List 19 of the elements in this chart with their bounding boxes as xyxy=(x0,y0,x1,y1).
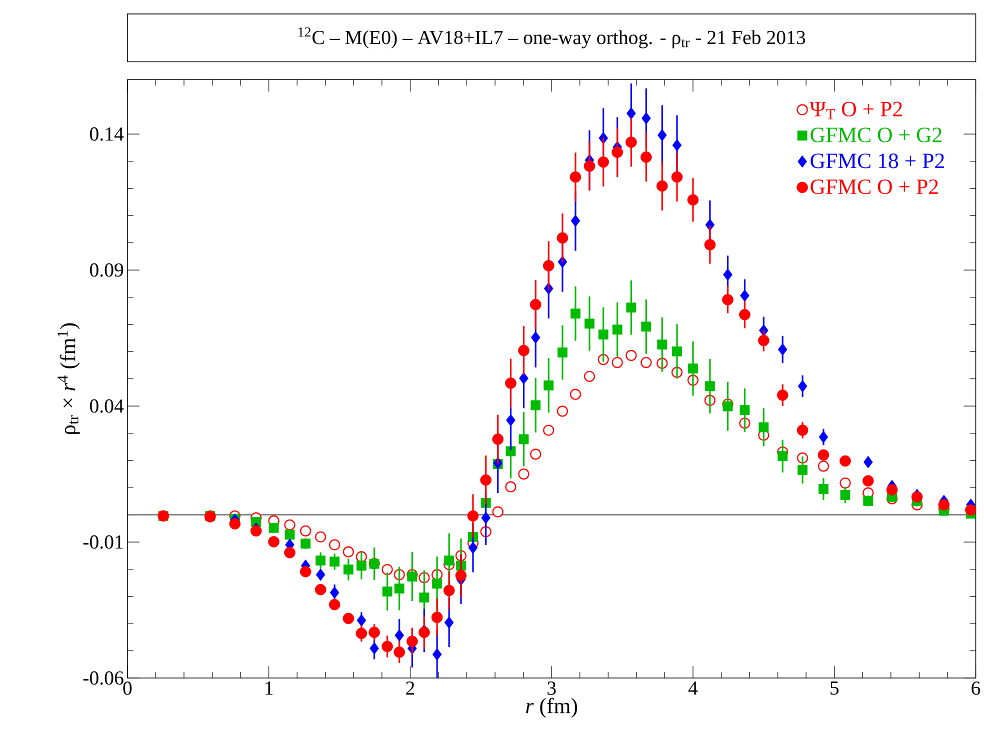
x-tick-label: 4 xyxy=(688,682,698,695)
x-tick-label: 5 xyxy=(830,682,839,695)
y-tick-label: 0.04 xyxy=(90,399,124,413)
x-tick-label: 0 xyxy=(123,682,132,696)
x-tick-label: 6 xyxy=(972,682,980,696)
x-tick-label: 2 xyxy=(406,682,414,695)
legend-label: GFMC O + G2 xyxy=(810,128,942,142)
y-tick-label: -0.06 xyxy=(83,671,124,685)
y-tick-label: -0.01 xyxy=(83,535,123,549)
legend-label: GFMC O + P2 xyxy=(810,180,938,194)
legend-label: Ψ$_{T}$ O + P2 xyxy=(810,102,902,120)
y-tick-label: 0.14 xyxy=(90,127,124,141)
y-axis-title: ρ$_{tr}$ × r$^{4}$ (fm$^{1}$) xyxy=(58,323,80,434)
x-axis-title: r (fm) xyxy=(526,698,578,718)
x-tick-label: 1 xyxy=(266,682,273,695)
legend-label: GFMC 18 + P2 xyxy=(810,154,944,168)
x-tick-label: 3 xyxy=(548,682,556,696)
chart-title: $^{12}$C – M(E0) – AV18+IL7 – one-way orthog. - ρ$_{tr}$ - 21 Feb 2013 xyxy=(298,27,806,48)
y-tick-label: 0.09 xyxy=(90,263,124,277)
